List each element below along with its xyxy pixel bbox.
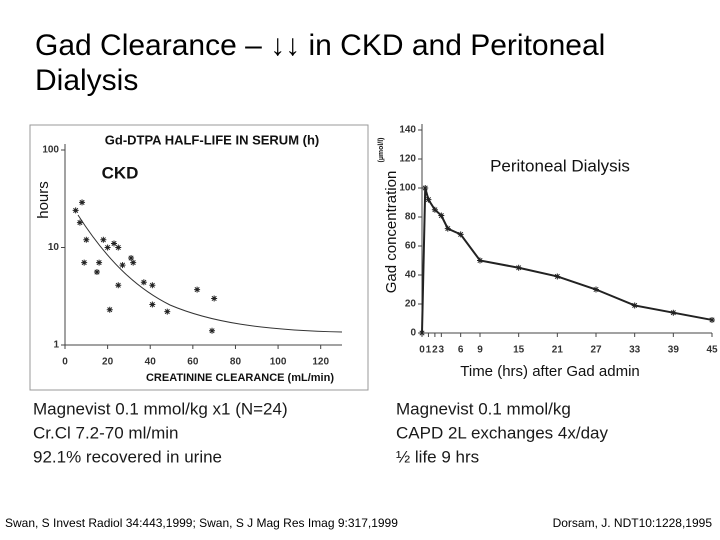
point	[431, 206, 438, 213]
point	[425, 196, 432, 203]
x-tick-label: 33	[629, 345, 641, 356]
y-tick-label: 120	[399, 154, 416, 165]
x-tick-label: 15	[513, 345, 525, 356]
x-tick-label: 120	[312, 357, 329, 368]
point	[670, 309, 677, 316]
point	[140, 279, 147, 286]
x-tick-label: 80	[230, 357, 242, 368]
point	[119, 262, 126, 269]
x-tick-label: 2	[432, 345, 438, 356]
caption: 92.1% recovered in urine	[33, 447, 222, 466]
x-axis-label: CREATININE CLEARANCE (mL/min)	[146, 372, 334, 384]
y-tick-label: 80	[405, 212, 417, 223]
point	[438, 212, 445, 219]
point	[457, 231, 464, 238]
y-tick-label: 60	[405, 241, 417, 252]
x-tick-label: 1	[426, 345, 432, 356]
y-tick-label: 100	[399, 183, 416, 194]
y-tick-label: 100	[42, 145, 59, 156]
caption: Magnevist 0.1 mmol/kg x1 (N=24)	[33, 399, 288, 418]
x-tick-label: 0	[419, 345, 425, 356]
slide-title-line-1: Gad Clearance – ↓↓ in CKD and Peritoneal…	[35, 29, 605, 97]
point	[115, 244, 122, 251]
point	[593, 286, 599, 293]
point	[72, 207, 79, 214]
point	[444, 225, 451, 232]
caption: ½ life 9 hrs	[396, 447, 479, 466]
x-tick-label: 6	[458, 345, 464, 356]
reference: Swan, S Invest Radiol 34:443,1999; Swan,…	[5, 516, 398, 530]
point	[419, 330, 425, 336]
point	[100, 236, 107, 243]
x-tick-label: 60	[187, 357, 199, 368]
point	[194, 286, 201, 293]
y-tick-label: 1	[53, 340, 59, 351]
caption: Magnevist 0.1 mmol/kg	[396, 399, 571, 418]
x-tick-label: 9	[477, 345, 483, 356]
line	[421, 187, 713, 334]
x-tick-label: 39	[668, 345, 680, 356]
point	[83, 236, 90, 243]
fit-curve	[77, 214, 343, 333]
point	[149, 301, 156, 308]
y-tick-label: 10	[48, 242, 60, 253]
y-tick-label: 20	[405, 299, 417, 310]
y-axis-label: Gad concentration	[383, 171, 400, 294]
y-tick-label: 0	[410, 328, 416, 339]
point	[631, 302, 638, 309]
ckd-label: CKD	[102, 163, 139, 182]
y-tick-label: 140	[399, 125, 416, 136]
point	[149, 282, 156, 289]
point	[81, 259, 88, 266]
y-axis-unit: (µmol/l)	[378, 137, 385, 162]
x-axis-label: Time (hrs) after Gad admin	[460, 363, 640, 380]
point	[477, 257, 483, 264]
point	[115, 282, 122, 289]
x-tick-label: 0	[62, 357, 68, 368]
figure-frame	[29, 124, 369, 391]
point	[422, 185, 429, 191]
y-tick-label: 40	[405, 270, 417, 281]
point	[128, 255, 135, 262]
y-axis-label: hours	[35, 181, 52, 219]
reference: Dorsam, J. NDT10:1228,1995	[553, 516, 713, 530]
point	[554, 273, 561, 280]
x-tick-label: 100	[270, 357, 287, 368]
x-tick-label: 27	[590, 345, 602, 356]
point	[111, 240, 118, 247]
x-tick-label: 3	[439, 345, 445, 356]
caption: CAPD 2L exchanges 4x/day	[396, 423, 608, 442]
caption: Cr.Cl 7.2-70 ml/min	[33, 423, 178, 442]
point	[104, 244, 111, 251]
point	[93, 269, 100, 276]
pd-label: Peritoneal Dialysis	[490, 156, 630, 175]
point	[106, 306, 113, 313]
x-tick-label: 40	[145, 357, 157, 368]
point	[76, 219, 83, 226]
figure-title: Gd-DTPA HALF-LIFE IN SERUM (h)	[105, 132, 319, 147]
x-tick-label: 20	[102, 357, 114, 368]
point	[709, 316, 715, 323]
point	[209, 327, 216, 334]
x-tick-label: 21	[552, 345, 564, 356]
point	[164, 308, 171, 315]
point	[211, 295, 218, 302]
point	[96, 259, 103, 266]
point	[130, 259, 137, 266]
point	[515, 264, 522, 271]
point	[79, 199, 86, 206]
x-tick-label: 45	[706, 345, 718, 356]
